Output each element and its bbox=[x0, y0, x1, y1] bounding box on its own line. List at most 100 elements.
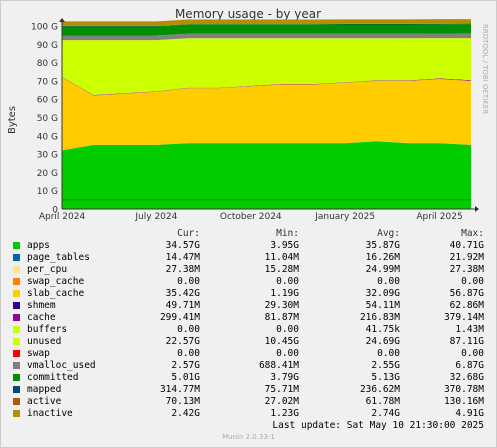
legend-name: cache bbox=[27, 312, 56, 323]
legend-max: 130.16M bbox=[443, 396, 484, 407]
legend-name: swap_cache bbox=[27, 276, 85, 287]
legend-min: 688.41M bbox=[258, 360, 299, 371]
area-slab_cache bbox=[62, 77, 471, 151]
legend-avg: 0.00 bbox=[377, 348, 400, 359]
memory-chart: Memory usage - by year Bytes RRDTOOL / T… bbox=[7, 7, 489, 222]
legend-min: 0.00 bbox=[276, 276, 299, 287]
y-tick-label: 0 bbox=[52, 206, 58, 216]
x-tick-label: April 2025 bbox=[416, 212, 462, 222]
legend-name: mapped bbox=[27, 384, 62, 395]
y-axis-label: Bytes bbox=[7, 106, 18, 134]
legend-name: inactive bbox=[27, 408, 73, 419]
axes bbox=[59, 18, 479, 212]
legend-name: buffers bbox=[27, 324, 68, 335]
area-committed bbox=[62, 24, 471, 36]
legend-min: 29.30M bbox=[264, 300, 299, 311]
legend-max: 40.71G bbox=[449, 240, 484, 251]
legend-cur: 299.41M bbox=[159, 312, 200, 323]
legend-name: unused bbox=[27, 336, 62, 347]
y-tick-label: 90 G bbox=[37, 41, 58, 51]
area-active bbox=[62, 23, 471, 27]
legend-name: swap bbox=[27, 348, 50, 359]
legend-cur: 0.00 bbox=[177, 276, 200, 287]
legend-max: 32.68G bbox=[449, 372, 484, 383]
area-apps bbox=[62, 141, 471, 209]
legend-min: 15.28M bbox=[264, 264, 299, 275]
legend-max: 87.11G bbox=[449, 336, 484, 347]
area-vmalloc_used bbox=[62, 33, 471, 41]
legend-swatch bbox=[13, 338, 20, 345]
last-update: Last update: Sat May 10 21:30:00 2025 bbox=[272, 420, 484, 431]
legend-cur: 70.13M bbox=[165, 396, 200, 407]
legend-header-min: Min: bbox=[276, 228, 299, 239]
legend-swatch bbox=[13, 398, 20, 405]
legend-max: 4.91G bbox=[455, 408, 484, 419]
legend-avg: 61.78M bbox=[365, 396, 400, 407]
x-tick-label: April 2024 bbox=[39, 212, 86, 222]
legend-avg: 16.26M bbox=[365, 252, 400, 263]
legend-cur: 2.42G bbox=[171, 408, 200, 419]
legend-avg: 0.00 bbox=[377, 276, 400, 287]
legend-name: page_tables bbox=[27, 252, 90, 263]
legend-min: 10.45G bbox=[264, 336, 299, 347]
legend-max: 62.86M bbox=[449, 300, 484, 311]
y-axis-arrow bbox=[59, 18, 65, 22]
legend-cur: 0.00 bbox=[177, 324, 200, 335]
legend-min: 3.95G bbox=[270, 240, 299, 251]
munin-version: Munin 2.0.33-1 bbox=[222, 433, 275, 441]
x-tick-label: January 2025 bbox=[314, 212, 375, 222]
legend-swatch bbox=[13, 302, 20, 309]
legend-avg: 216.83M bbox=[359, 312, 400, 323]
legend-min: 75.71M bbox=[264, 384, 299, 395]
legend-max: 370.78M bbox=[443, 384, 484, 395]
legend-swatch bbox=[13, 362, 20, 369]
legend-header-avg: Avg: bbox=[377, 228, 400, 239]
area-page_tables bbox=[62, 141, 471, 151]
x-tick-label: October 2024 bbox=[220, 212, 282, 222]
y-tick-label: 100 G bbox=[31, 23, 58, 33]
y-tick-label: 80 G bbox=[37, 59, 58, 69]
chart-title: Memory usage - by year bbox=[175, 7, 321, 21]
legend-avg: 2.74G bbox=[371, 408, 400, 419]
area-cache bbox=[62, 76, 471, 96]
y-tick-label: 10 G bbox=[37, 187, 58, 197]
legend-min: 81.87M bbox=[264, 312, 299, 323]
legend-swatch bbox=[13, 326, 20, 333]
y-tick-label: 30 G bbox=[37, 151, 58, 161]
legend-avg: 5.13G bbox=[371, 372, 400, 383]
legend-avg: 35.87G bbox=[365, 240, 400, 251]
legend-swatch bbox=[13, 386, 20, 393]
legend-min: 0.00 bbox=[276, 348, 299, 359]
legend-swatch bbox=[13, 278, 20, 285]
y-tick-label: 70 G bbox=[37, 77, 58, 87]
legend-name: vmalloc_used bbox=[27, 360, 96, 371]
legend-max: 6.87G bbox=[455, 360, 484, 371]
legend-name: slab_cache bbox=[27, 288, 85, 299]
area-per_cpu bbox=[62, 141, 471, 151]
legend-cur: 34.57G bbox=[165, 240, 200, 251]
y-tick-label: 20 G bbox=[37, 169, 58, 179]
legend-swatch bbox=[13, 350, 20, 357]
legend-swatch bbox=[13, 410, 20, 417]
side-label: RRDTOOL / TOBI OETIKER bbox=[481, 24, 489, 114]
area-inactive bbox=[62, 19, 471, 26]
legend-name: per_cpu bbox=[27, 264, 68, 275]
legend-avg: 41.75k bbox=[365, 324, 400, 335]
legend-avg: 54.11M bbox=[365, 300, 400, 311]
legend-max: 0.00 bbox=[461, 276, 484, 287]
legend-cur: 27.38M bbox=[165, 264, 200, 275]
legend-cur: 49.71M bbox=[165, 300, 200, 311]
legend-swatch bbox=[13, 290, 20, 297]
area-unused bbox=[62, 38, 471, 96]
legend-avg: 24.99M bbox=[365, 264, 400, 275]
legend-name: committed bbox=[27, 372, 79, 383]
legend-min: 27.02M bbox=[264, 396, 299, 407]
legend-min: 3.79G bbox=[270, 372, 299, 383]
legend-avg: 2.55G bbox=[371, 360, 400, 371]
legend-swatch bbox=[13, 266, 20, 273]
legend-max: 0.00 bbox=[461, 348, 484, 359]
legend-max: 21.92M bbox=[449, 252, 484, 263]
legend-swatch bbox=[13, 254, 20, 261]
legend-header-max: Max: bbox=[461, 228, 484, 239]
legend-cur: 2.57G bbox=[171, 360, 200, 371]
